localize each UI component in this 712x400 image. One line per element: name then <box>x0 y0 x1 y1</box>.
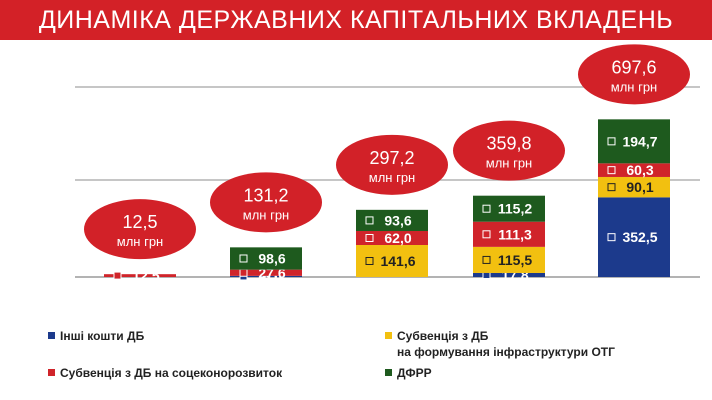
bar-segment <box>230 247 302 270</box>
bar-segment <box>230 269 302 276</box>
bar-segment <box>598 163 670 177</box>
data-label-marker <box>482 204 491 213</box>
data-label: 115,5 <box>498 252 532 268</box>
bar-segment <box>230 275 302 277</box>
data-label-marker <box>113 271 122 280</box>
title-bar: ДИНАМІКА ДЕРЖАВНИХ КАПІТАЛЬНИХ ВКЛАДЕНЬ <box>0 0 712 40</box>
total-value: 297,2 <box>369 148 414 168</box>
data-label-marker <box>365 256 374 265</box>
data-label: 93,6 <box>384 212 411 228</box>
data-label: 111,3 <box>498 226 532 242</box>
data-label-marker <box>482 255 491 264</box>
data-label: 98,6 <box>258 250 285 266</box>
total-unit: млн грн <box>117 234 163 249</box>
total-value: 697,6 <box>611 57 656 77</box>
data-label-marker <box>365 233 374 242</box>
data-label-marker <box>607 166 616 175</box>
data-label: 90,1 <box>626 179 653 195</box>
legend-label: Субвенція з ДБ на соцеконорозвиток <box>60 366 283 380</box>
bar-segment <box>356 209 428 231</box>
bar-segment <box>473 272 545 277</box>
chart-legend: Інші кошти ДБ Субвенція з ДБ на формуван… <box>0 318 712 400</box>
total-unit: млн грн <box>369 170 415 185</box>
data-label: 12,5 <box>132 268 159 284</box>
bar-segment <box>598 176 670 198</box>
total-value: 359,8 <box>486 134 531 154</box>
total-value: 131,2 <box>243 185 288 205</box>
total-bubble <box>336 134 448 195</box>
legend-swatch <box>385 332 392 339</box>
data-label-marker <box>607 183 616 192</box>
page-title: ДИНАМІКА ДЕРЖАВНИХ КАПІТАЛЬНИХ ВКЛАДЕНЬ <box>38 5 674 34</box>
total-unit: млн грн <box>611 79 657 94</box>
data-label-marker <box>482 230 491 239</box>
data-label-marker <box>239 254 248 263</box>
total-bubble <box>210 172 322 233</box>
total-unit: млн грн <box>243 207 289 222</box>
legend-item-other-funds: Інші кошти ДБ <box>48 328 144 344</box>
legend-swatch <box>48 369 55 376</box>
data-label: 141,6 <box>380 253 415 269</box>
legend-label: Інші кошти ДБ <box>60 329 145 343</box>
total-bubble <box>578 44 690 105</box>
legend-item-socioeconomic-subvention: Субвенція з ДБ на соцеконорозвиток <box>48 365 282 381</box>
data-label: 115,2 <box>498 201 532 217</box>
legend-swatch <box>48 332 55 339</box>
total-bubble <box>84 199 196 260</box>
legend-item-infrastructure-subvention: Субвенція з ДБ на формування інфраструкт… <box>385 328 615 360</box>
data-label-marker <box>607 233 616 242</box>
data-label-marker <box>607 137 616 146</box>
bar-segment <box>356 230 428 245</box>
legend-item-dfrr: ДФРР <box>385 365 432 381</box>
legend-label: Субвенція з ДБ <box>397 329 489 343</box>
legend-swatch <box>385 369 392 376</box>
legend-label: ДФРР <box>397 366 432 380</box>
legend-label-line2: на формування інфраструктури ОТГ <box>397 345 615 359</box>
data-label-marker <box>365 216 374 225</box>
total-value: 12,5 <box>122 212 157 232</box>
total-bubble <box>453 120 565 181</box>
data-label: 352,5 <box>622 229 657 245</box>
data-label-marker <box>239 268 248 277</box>
total-unit: млн грн <box>486 156 532 171</box>
data-label: 194,7 <box>622 133 657 149</box>
bar-segment <box>104 274 176 277</box>
data-label: 60,3 <box>626 162 653 178</box>
data-label: 62,0 <box>384 230 411 246</box>
